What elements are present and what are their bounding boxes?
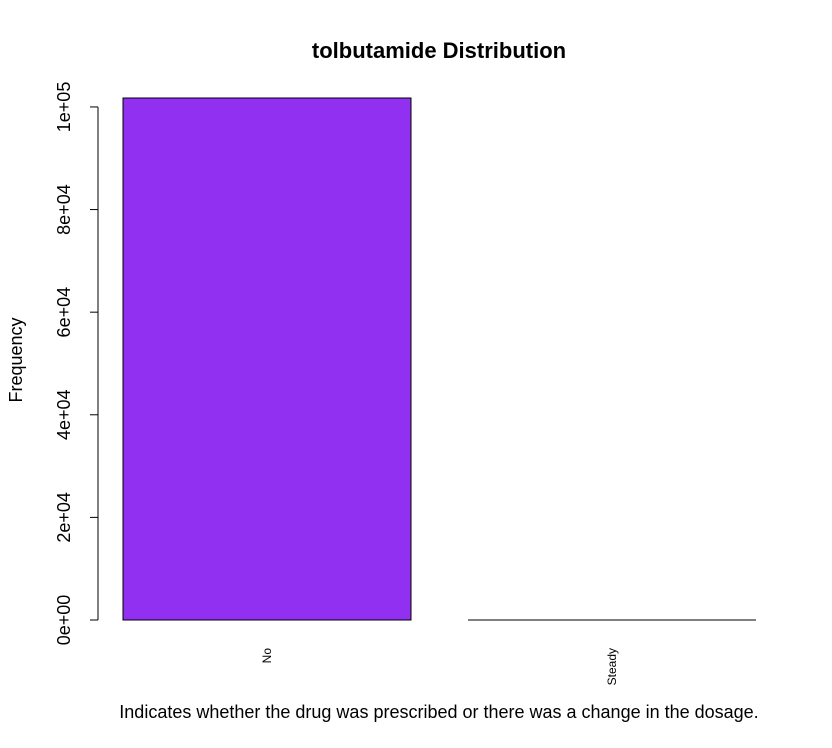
y-axis: 0e+00 2e+04 4e+04 6e+04 8e+04 1e+05 xyxy=(54,82,99,646)
category-label-steady: Steady xyxy=(605,648,619,685)
y-tick-label: 6e+04 xyxy=(54,287,74,338)
y-tick-label: 0e+00 xyxy=(54,595,74,646)
category-label-no: No xyxy=(260,648,274,664)
bars xyxy=(122,97,756,621)
y-tick-label: 4e+04 xyxy=(54,389,74,440)
x-axis-title: Indicates whether the drug was prescribe… xyxy=(119,702,758,722)
chart-title: tolbutamide Distribution xyxy=(312,38,566,63)
y-tick-label: 1e+05 xyxy=(54,82,74,133)
y-axis-title: Frequency xyxy=(6,317,26,402)
category-labels: No Steady xyxy=(260,648,619,686)
bar-no xyxy=(122,97,412,621)
y-tick-label: 2e+04 xyxy=(54,492,74,543)
y-tick-label: 8e+04 xyxy=(54,184,74,235)
